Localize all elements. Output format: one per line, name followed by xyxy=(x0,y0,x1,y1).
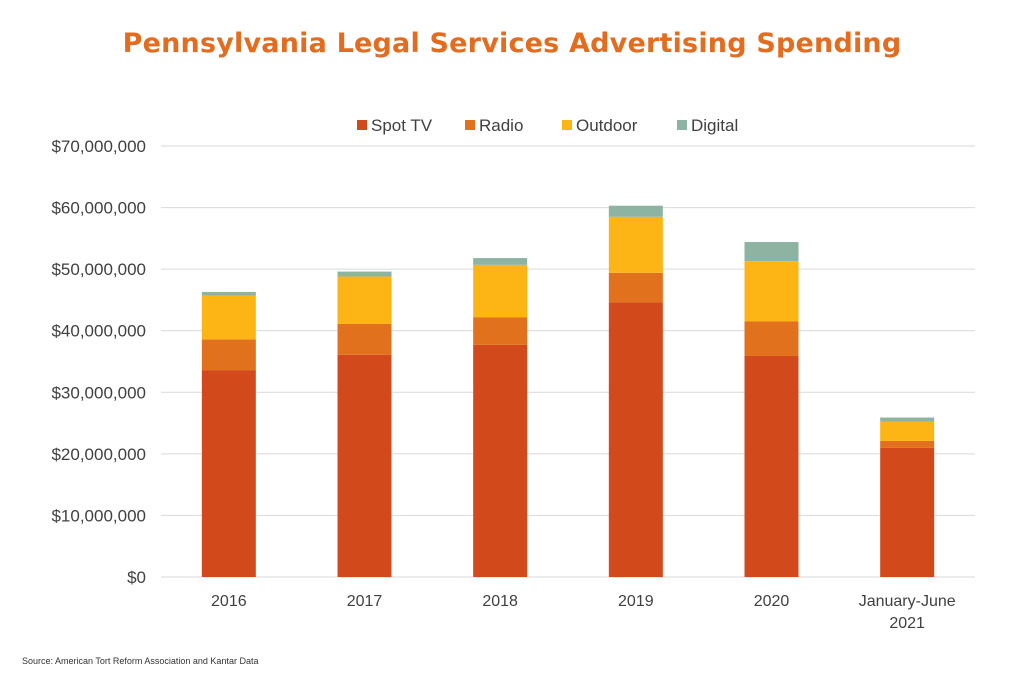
bar-segment-radio xyxy=(608,272,663,303)
legend-label: Digital xyxy=(691,116,738,135)
y-tick-label: $60,000,000 xyxy=(51,199,146,218)
x-tick-label: 2020 xyxy=(754,593,790,610)
bar-segment-outdoor xyxy=(201,295,256,340)
bar-segment-spot-tv xyxy=(201,370,256,577)
legend-swatch xyxy=(357,120,367,130)
bars xyxy=(201,205,935,577)
x-tick-label: January-June xyxy=(859,593,956,610)
bar-segment-outdoor xyxy=(744,261,799,322)
bar-segment-outdoor xyxy=(337,276,392,324)
y-tick-label: $0 xyxy=(127,568,146,587)
source-note: Source: American Tort Reform Association… xyxy=(22,656,259,666)
y-tick-label: $70,000,000 xyxy=(51,137,146,156)
y-tick-label: $30,000,000 xyxy=(51,383,146,402)
gridlines xyxy=(161,145,975,578)
bar-segment-digital xyxy=(880,417,935,422)
bar-segment-outdoor xyxy=(608,216,663,273)
bar-segment-outdoor xyxy=(880,421,935,441)
legend-swatch xyxy=(562,120,572,130)
bar-segment-digital xyxy=(201,291,256,296)
bar-segment-radio xyxy=(337,323,392,355)
legend-label: Spot TV xyxy=(371,116,433,135)
legend-swatch xyxy=(465,120,475,130)
x-tick-label: 2016 xyxy=(211,593,247,610)
y-axis-tick-labels: $0 $10,000,000 $20,000,000 $30,000,000 $40,0… xyxy=(51,137,146,587)
legend-swatch xyxy=(677,120,687,130)
legend-label: Outdoor xyxy=(576,116,638,135)
bar-segment-digital xyxy=(337,271,392,277)
bar-segment-digital xyxy=(608,205,663,217)
bar-segment-radio xyxy=(880,440,935,448)
bar-segment-digital xyxy=(744,242,799,262)
bar-segment-spot-tv xyxy=(880,447,935,577)
y-tick-label: $10,000,000 xyxy=(51,506,146,525)
y-tick-label: $40,000,000 xyxy=(51,322,146,341)
bar-segment-spot-tv xyxy=(744,355,799,577)
y-tick-label: $50,000,000 xyxy=(51,260,146,279)
legend: Spot TV Radio Outdoor Digital xyxy=(357,116,738,135)
x-tick-label: 2019 xyxy=(618,593,654,610)
bar-segment-radio xyxy=(473,317,528,345)
chart-title: Pennsylvania Legal Services Advertising … xyxy=(122,28,902,59)
bar-segment-spot-tv xyxy=(337,354,392,577)
x-axis-tick-labels: 2016 2017 2018 2019 2020 January-June 2021 xyxy=(211,593,956,632)
x-tick-label: 2021 xyxy=(889,615,925,632)
bar-segment-spot-tv xyxy=(608,302,663,577)
bar-segment-digital xyxy=(473,258,528,265)
bar-segment-outdoor xyxy=(473,264,528,318)
bar-segment-radio xyxy=(201,339,256,371)
bar-segment-radio xyxy=(744,321,799,356)
legend-label: Radio xyxy=(479,116,523,135)
x-tick-label: 2018 xyxy=(482,593,518,610)
y-tick-label: $20,000,000 xyxy=(51,445,146,464)
bar-segment-spot-tv xyxy=(473,344,528,577)
x-tick-label: 2017 xyxy=(347,593,383,610)
